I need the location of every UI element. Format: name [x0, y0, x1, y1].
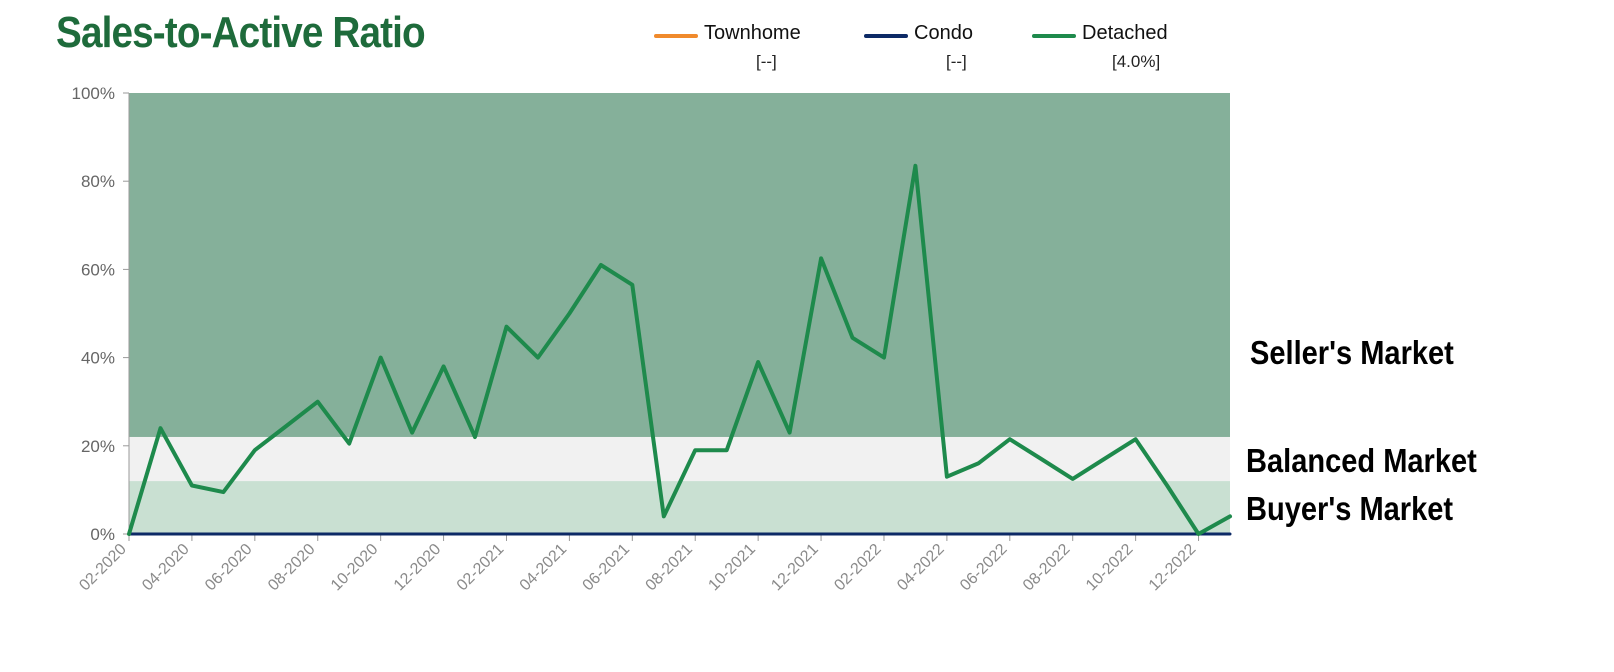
x-tick-label: 10-2021	[705, 541, 759, 595]
x-tick-label: 12-2021	[768, 541, 822, 595]
x-tick-label: 12-2020	[391, 541, 445, 595]
x-tick-label: 02-2020	[76, 541, 130, 595]
x-tick-label: 06-2020	[202, 541, 256, 595]
buyer-zone-band	[129, 481, 1230, 534]
legend-detached-label: Detached	[1082, 22, 1168, 44]
chart-title: Sales-to-Active Ratio	[56, 8, 426, 57]
x-tick-label: 04-2021	[517, 541, 571, 595]
series-line-detached	[127, 163, 1232, 536]
x-tick-label: 08-2020	[265, 541, 319, 595]
x-tick-label: 12-2022	[1146, 541, 1200, 595]
x-tick-label: 06-2022	[957, 541, 1011, 595]
legend-detached-value: [4.0%]	[1112, 52, 1161, 71]
y-tick-label: 40%	[81, 349, 115, 368]
legend-condo-label: Condo	[914, 22, 973, 44]
legend-townhome-swatch	[654, 34, 698, 38]
legend-condo-value: [--]	[946, 52, 967, 71]
y-tick-label: 0%	[90, 525, 115, 544]
zone-label-buyer: Buyer's Market	[1246, 490, 1454, 527]
seller-zone-band	[129, 93, 1230, 437]
x-tick-label: 04-2022	[894, 541, 948, 595]
x-tick-label: 02-2021	[454, 541, 508, 595]
legend-townhome-label: Townhome	[704, 22, 801, 44]
x-tick-label: 06-2021	[580, 541, 634, 595]
y-tick-label: 20%	[81, 437, 115, 456]
x-tick-label: 08-2021	[643, 541, 697, 595]
y-tick-label: 60%	[81, 260, 115, 279]
x-tick-label: 02-2022	[831, 541, 885, 595]
legend-detached-swatch	[1032, 34, 1076, 38]
x-tick-label: 08-2022	[1020, 541, 1074, 595]
y-tick-label: 100%	[72, 84, 115, 103]
y-tick-label: 80%	[81, 172, 115, 191]
legend-townhome-value: [--]	[756, 52, 777, 71]
balanced-zone-band	[129, 436, 1230, 482]
x-tick-label: 10-2022	[1083, 541, 1137, 595]
x-tick-label: 10-2020	[328, 541, 382, 595]
zone-label-seller: Seller's Market	[1250, 334, 1454, 371]
zone-label-balanced: Balanced Market	[1246, 442, 1477, 479]
legend-condo-swatch	[864, 34, 908, 38]
x-tick-label: 04-2020	[139, 541, 193, 595]
